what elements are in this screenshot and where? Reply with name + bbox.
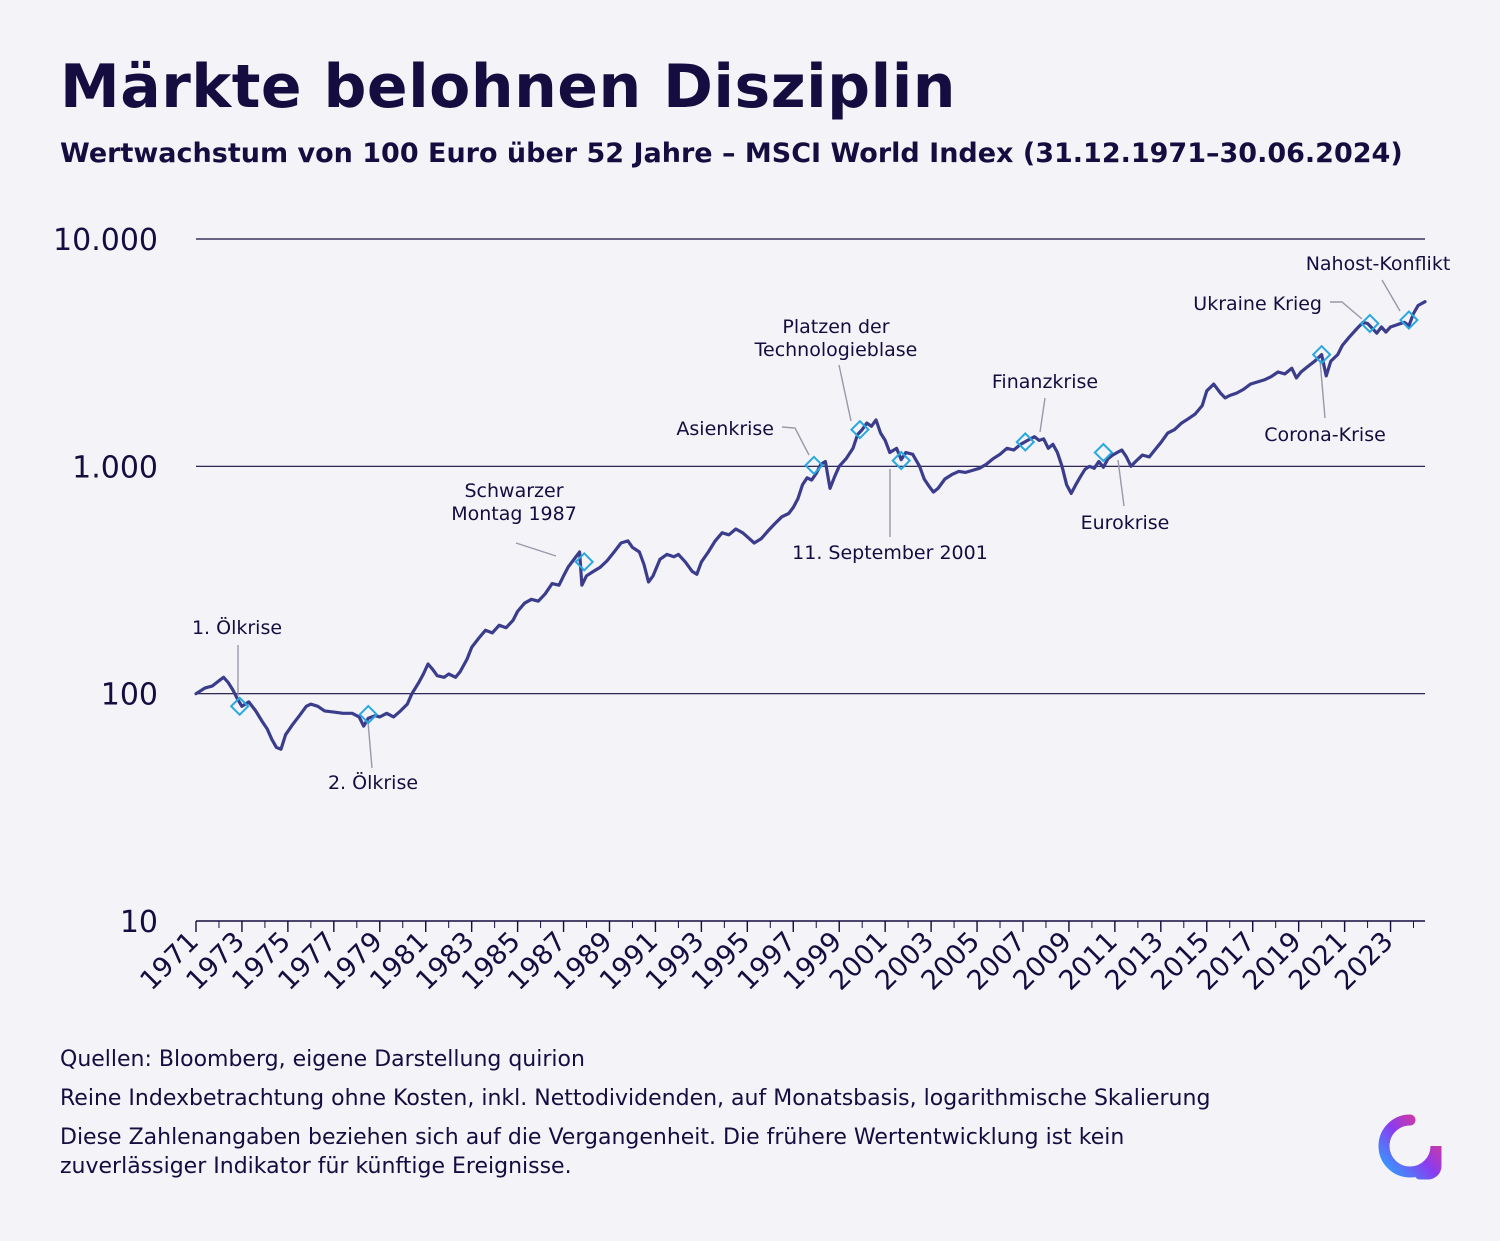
chart-title: Märkte belohnen Disziplin [60,52,956,122]
annotation-marker [1015,432,1036,452]
annotation-leader [1039,397,1046,433]
annotation-label: Asienkrise [676,418,774,440]
annotation-marker [229,696,250,717]
footer-sources: Quellen: Bloomberg, eigene Darstellung q… [60,1047,585,1072]
x-axis: 1971197319751977197919811983198519871989… [134,920,1425,997]
annotation-label: Ukraine Krieg [1193,293,1322,315]
chart-svg: 10 100 1.000 10.000 19711973197519771979198… [53,223,1450,997]
annotation: 11. September 2001 [792,450,988,564]
annotation: 1. Ölkrise [192,616,282,717]
y-tick-label: 10 [120,905,158,940]
annotation: Asienkrise [676,418,824,476]
annotation-label: Eurokrise [1081,512,1170,534]
annotation-leader [515,542,557,557]
annotation: Platzen der Technologieblase [754,316,918,440]
chart-subtitle: Wertwachstum von 100 Euro über 52 Jahre … [60,138,1403,169]
annotation-marker [1093,442,1114,463]
annotation: Eurokrise [1081,442,1170,534]
annotation-label: Schwarzer Montag 1987 [451,480,577,525]
annotation-label: 1. Ölkrise [192,616,282,639]
series-layer [194,300,1427,751]
annotation-marker [804,455,824,476]
quirion-logo-icon [1378,1114,1442,1180]
annotation-marker [891,450,912,471]
annotation-marker [1311,344,1332,365]
annotation-leader [367,721,373,769]
annotation-marker [849,419,870,440]
annotation-leader [1381,279,1401,312]
annotation-marker [358,704,379,725]
series-line-msci-world [194,300,1427,751]
annotation-leader [1319,359,1326,419]
annotation-leader [1330,301,1363,320]
footer-disclaimer: Diese Zahlenangaben beziehen sich auf di… [60,1125,1125,1179]
annotation: Schwarzer Montag 1987 [451,480,595,572]
annotation: Ukraine Krieg [1193,293,1380,334]
gridlines [196,238,1425,695]
annotation-leader [838,364,852,422]
annotation-label: Platzen der Technologieblase [754,316,918,361]
annotation: 2. Ölkrise [328,704,418,794]
y-tick-label: 1.000 [72,450,158,485]
annotation-marker [1399,310,1419,330]
y-tick-label: 10.000 [53,223,158,258]
annotation-leader [1117,459,1125,507]
annotation: Nahost-Konflikt [1306,253,1451,330]
annotation-label: 2. Ölkrise [328,771,418,794]
annotation-label: Finanzkrise [992,371,1098,393]
annotation-label: 11. September 2001 [792,542,988,564]
y-axis-tick-labels: 10 100 1.000 10.000 [53,223,158,940]
annotation-leader [781,426,810,456]
y-tick-label: 100 [101,678,158,713]
annotation-marker [1359,313,1380,334]
footer-note: Reine Indexbetrachtung ohne Kosten, inkl… [60,1086,1211,1111]
annotation: Corona-Krise [1264,344,1386,446]
annotation-layer: 1. Ölkrise 2. Ölkrise Schwarzer Montag 1987… [192,253,1450,794]
annotation-label: Nahost-Konflikt [1306,253,1451,275]
annotation-label: Corona-Krise [1264,424,1386,446]
annotation-marker [574,551,595,572]
annotation: Finanzkrise [992,371,1098,452]
